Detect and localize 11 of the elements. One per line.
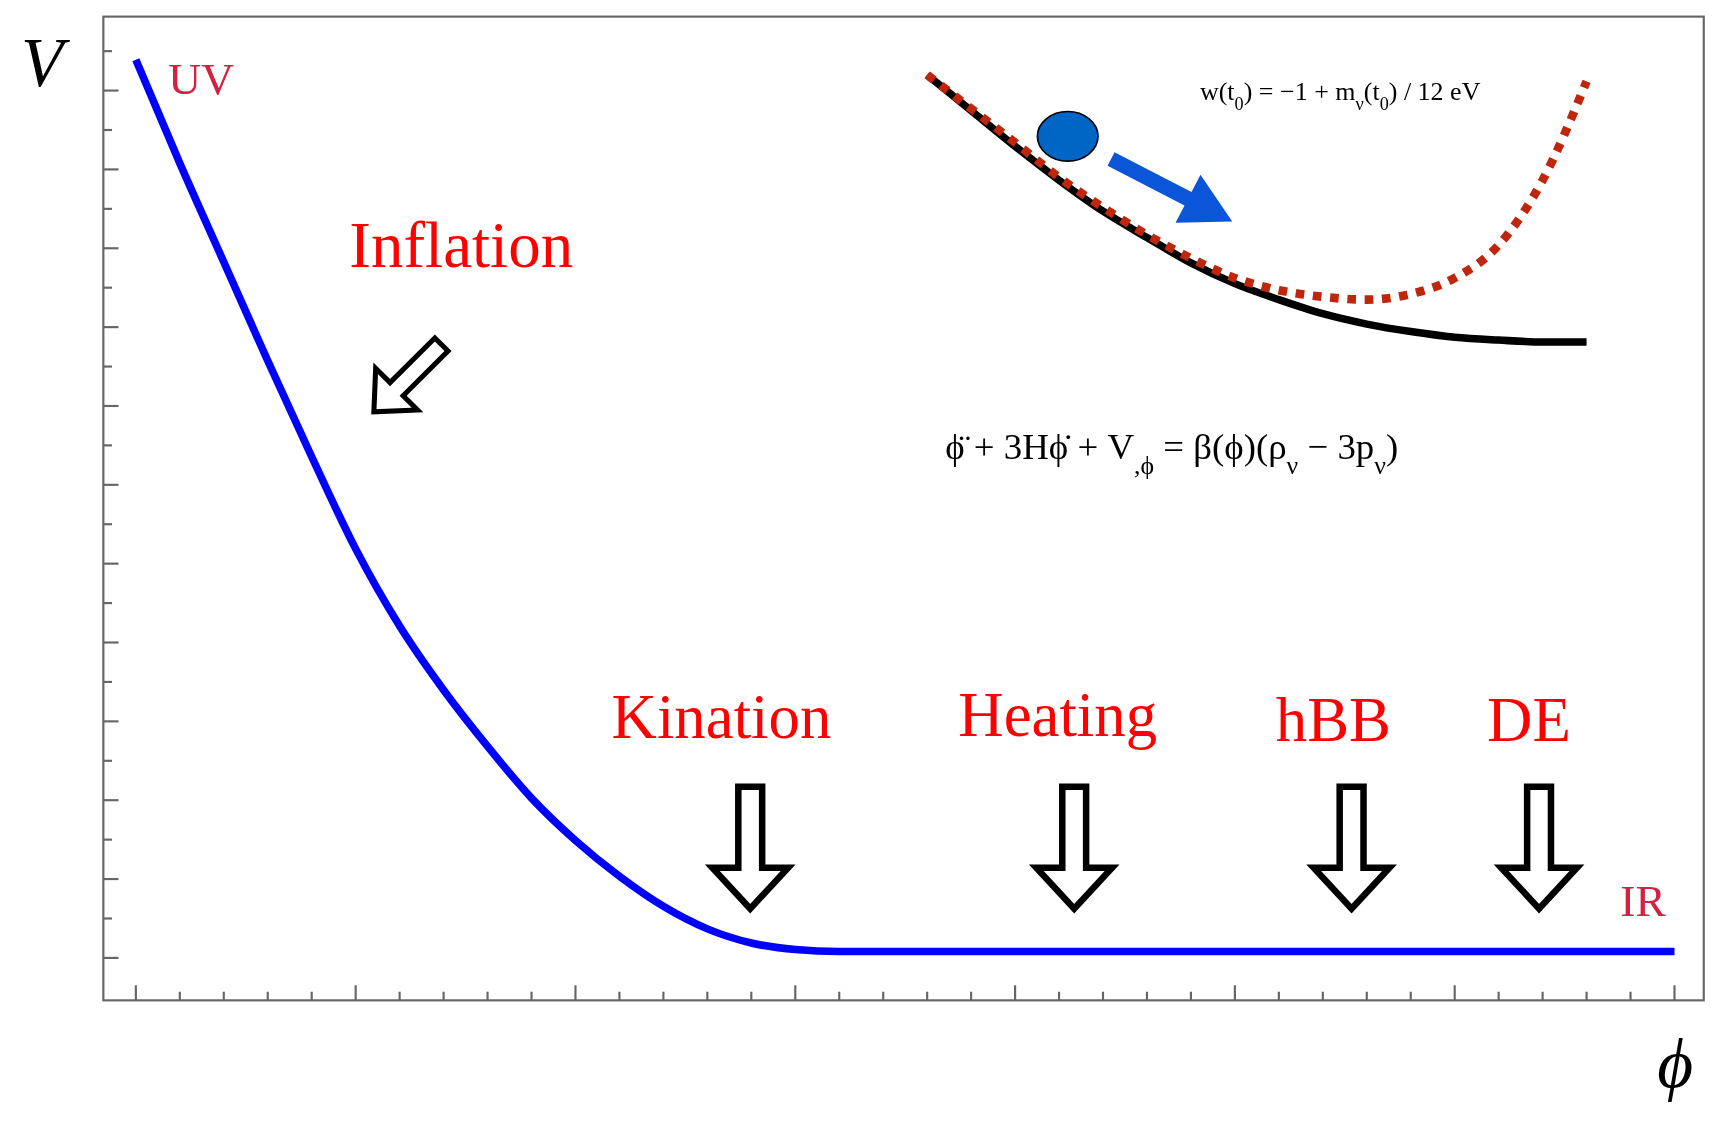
annotation: UV (168, 54, 235, 105)
annotation: Heating (958, 680, 1158, 751)
y-axis-title: V (21, 23, 71, 101)
x-axis-title: ϕ (1657, 1024, 1694, 1102)
annotation: DE (1487, 685, 1571, 756)
annotation: Kination (611, 682, 832, 753)
annotation: IR (1620, 876, 1667, 927)
annotation: Inflation (349, 209, 574, 281)
annotation: ϕ̈ + 3Hϕ̇ + V$_{,ϕ}$ = β(ϕ)(ρ$_{ν}$ − 3p$_{ν}$) (945, 425, 1399, 480)
annotation: w(t$_{0}$) = −1 + m$_{ν}$(t$_{0}$) / 12 eV (1199, 76, 1481, 114)
annotation: hBB (1275, 685, 1391, 756)
